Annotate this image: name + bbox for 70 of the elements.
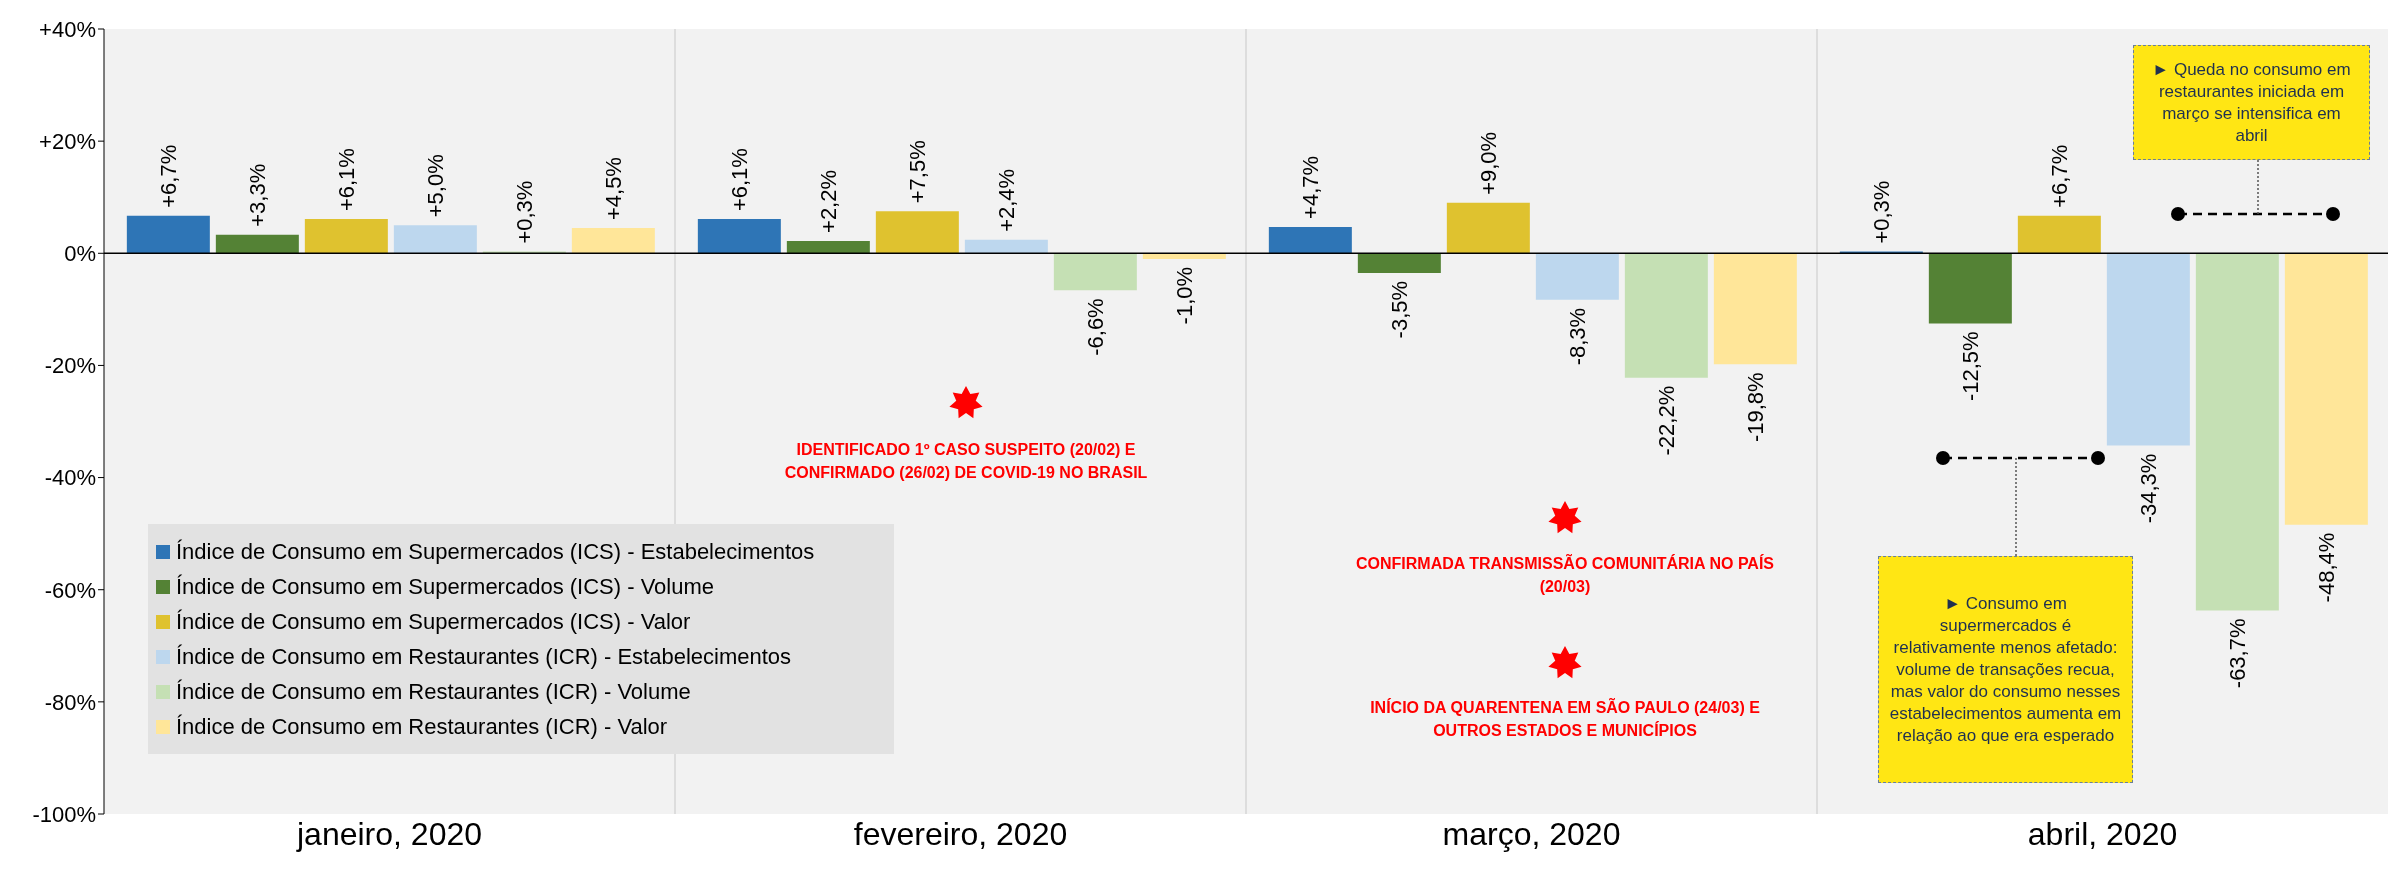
bar <box>2195 253 2279 611</box>
y-tick-label: +40% <box>39 16 96 42</box>
data-label: +6,7% <box>155 144 181 208</box>
bar <box>571 228 655 254</box>
data-label: +6,1% <box>333 148 359 212</box>
data-label: +7,5% <box>904 140 930 204</box>
legend-label: Índice de Consumo em Supermercados (ICS) - Estabelecimentos <box>176 538 815 565</box>
data-label: +4,5% <box>600 157 626 221</box>
y-tick-label: -40% <box>44 465 96 491</box>
data-label: -48,4% <box>2313 532 2339 603</box>
data-label: -63,7% <box>2224 618 2250 689</box>
x-tick-label: fevereiro, 2020 <box>853 815 1068 852</box>
legend-label: Índice de Consumo em Restaurantes (ICR) - Estabelecimentos <box>176 643 792 670</box>
bar <box>1535 253 1619 300</box>
data-label: -22,2% <box>1653 385 1679 456</box>
data-label: -1,0% <box>1171 266 1197 325</box>
annotation: ► Consumo em supermercados é relativamente menos afetado: volume de transações recua, mas valor do consumo nesses estabelecimentos aumenta em relação ao que era esperado <box>1889 592 2122 747</box>
y-tick-label: -60% <box>44 577 96 603</box>
legend-label: Índice de Consumo em Restaurantes (ICR) - Volume <box>176 678 691 705</box>
data-label: -34,3% <box>2135 453 2161 524</box>
data-label: +0,3% <box>1868 180 1894 244</box>
bar <box>126 215 210 254</box>
data-label: +5,0% <box>422 154 448 218</box>
annotation: CONFIRMADA TRANSMISSÃO COMUNITÁRIA NO PAÍS (20/03) <box>1355 553 1775 597</box>
bar <box>1928 253 2012 324</box>
legend-label: Índice de Consumo em Supermercados (ICS) - Volume <box>176 573 715 600</box>
data-label: +4,7% <box>1297 155 1323 219</box>
bar <box>2017 215 2101 254</box>
annotation: INÍCIO DA QUARENTENA EM SÃO PAULO (24/03) E OUTROS ESTADOS E MUNICÍPIOS <box>1369 697 1761 741</box>
annotation: ► Queda no consumo em restaurantes iniciada em março se intensifica em abril <box>2151 58 2352 147</box>
bar <box>786 240 870 254</box>
bar <box>875 211 959 254</box>
bar <box>1713 253 1797 365</box>
bar <box>215 234 299 254</box>
legend-label: Índice de Consumo em Restaurantes (ICR) - Valor <box>176 713 668 740</box>
y-tick-label: -80% <box>44 689 96 715</box>
bar <box>1357 253 1441 273</box>
data-label: +3,3% <box>244 163 270 227</box>
data-label: +9,0% <box>1475 131 1501 195</box>
x-tick-label: abril, 2020 <box>2027 815 2178 852</box>
legend-label: Índice de Consumo em Supermercados (ICS) - Valor <box>176 608 691 635</box>
data-label: -12,5% <box>1957 331 1983 402</box>
bar <box>697 219 781 254</box>
data-label: -19,8% <box>1742 372 1768 443</box>
bar <box>1446 202 1530 254</box>
data-label: +2,2% <box>815 169 841 233</box>
data-label: +0,3% <box>511 180 537 244</box>
data-label: +2,4% <box>993 168 1019 232</box>
x-tick-label: janeiro, 2020 <box>295 815 483 852</box>
callout-box: ► Queda no consumo em restaurantes iniciada em março se intensifica em abril <box>2133 45 2370 160</box>
bar <box>1624 253 1708 378</box>
callout-box: ► Consumo em supermercados é relativamente menos afetado: volume de transações recua, mas valor do consumo nesses estabelecimentos aumenta em relação ao que era esperado <box>1878 556 2133 783</box>
annotation: IDENTIFICADO 1º CASO SUSPEITO (20/02) E CONFIRMADO (26/02) DE COVID-19 NO BRASIL <box>783 440 1149 483</box>
y-tick-label: +20% <box>39 128 96 154</box>
bar <box>964 239 1048 254</box>
y-tick-label: 0% <box>64 241 96 267</box>
data-label: -6,6% <box>1082 298 1108 356</box>
data-label: -3,5% <box>1386 280 1412 339</box>
bar <box>1053 253 1137 291</box>
bar <box>2106 253 2190 446</box>
data-label: +6,1% <box>726 148 752 212</box>
y-tick-label: -100% <box>32 801 96 827</box>
x-tick-label: março, 2020 <box>1442 815 1621 852</box>
bar <box>304 219 388 254</box>
y-tick-label: -20% <box>44 353 96 379</box>
bar <box>1268 226 1352 254</box>
data-label: +6,7% <box>2046 144 2072 208</box>
data-label: -8,3% <box>1564 307 1590 366</box>
bar <box>393 225 477 254</box>
bar <box>2284 253 2368 525</box>
